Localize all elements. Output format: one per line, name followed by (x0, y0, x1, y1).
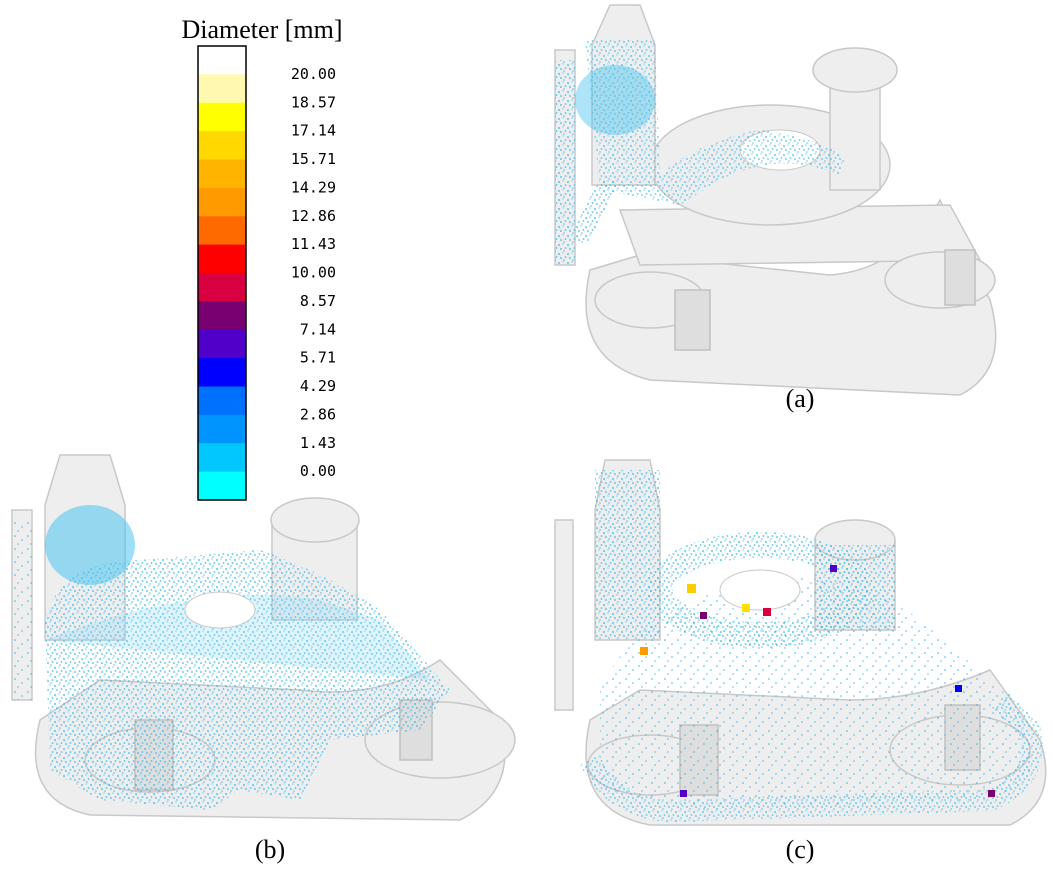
color-band (198, 472, 246, 501)
color-band (198, 358, 246, 387)
render-b: (b) (12, 455, 515, 864)
tick-label: 10.00 (291, 264, 336, 282)
tick-label: 12.86 (291, 207, 336, 225)
tick-label: 14.29 (291, 178, 336, 196)
tick-label: 8.57 (300, 292, 336, 310)
color-band (198, 103, 246, 132)
tick-label: 2.86 (300, 405, 336, 423)
color-band (198, 443, 246, 472)
color-band (198, 415, 246, 444)
panel-label: (a) (786, 384, 815, 413)
color-band (198, 216, 246, 245)
color-band (198, 330, 246, 359)
tick-label: 15.71 (291, 150, 336, 168)
figure: (a) (b) (0, 0, 1053, 878)
tick-label: 4.29 (300, 377, 336, 395)
color-band (198, 387, 246, 416)
tick-label: 0.00 (300, 462, 336, 480)
color-band (198, 46, 246, 75)
tick-label: 7.14 (300, 320, 336, 338)
color-band (198, 245, 246, 274)
color-band (198, 74, 246, 103)
tick-label: 5.71 (300, 349, 336, 367)
tick-label: 20.00 (291, 65, 336, 83)
color-band (198, 131, 246, 160)
tick-label: 11.43 (291, 235, 336, 253)
color-band (198, 188, 246, 217)
render-c: (c) (555, 460, 1046, 864)
color-band (198, 273, 246, 302)
render-a: (a) (555, 5, 996, 413)
tick-label: 1.43 (300, 434, 336, 452)
color-band (198, 160, 246, 189)
tick-label: 17.14 (291, 122, 336, 140)
color-band (198, 301, 246, 330)
tick-label: 18.57 (291, 93, 336, 111)
panel-label: (b) (255, 835, 285, 864)
colorbar: Diameter [mm] 20.00 18.57 17.14 15.71 14.29 1… (182, 15, 343, 501)
panel-label: (c) (786, 835, 815, 864)
colorbar-title: Diameter [mm] (182, 15, 343, 44)
